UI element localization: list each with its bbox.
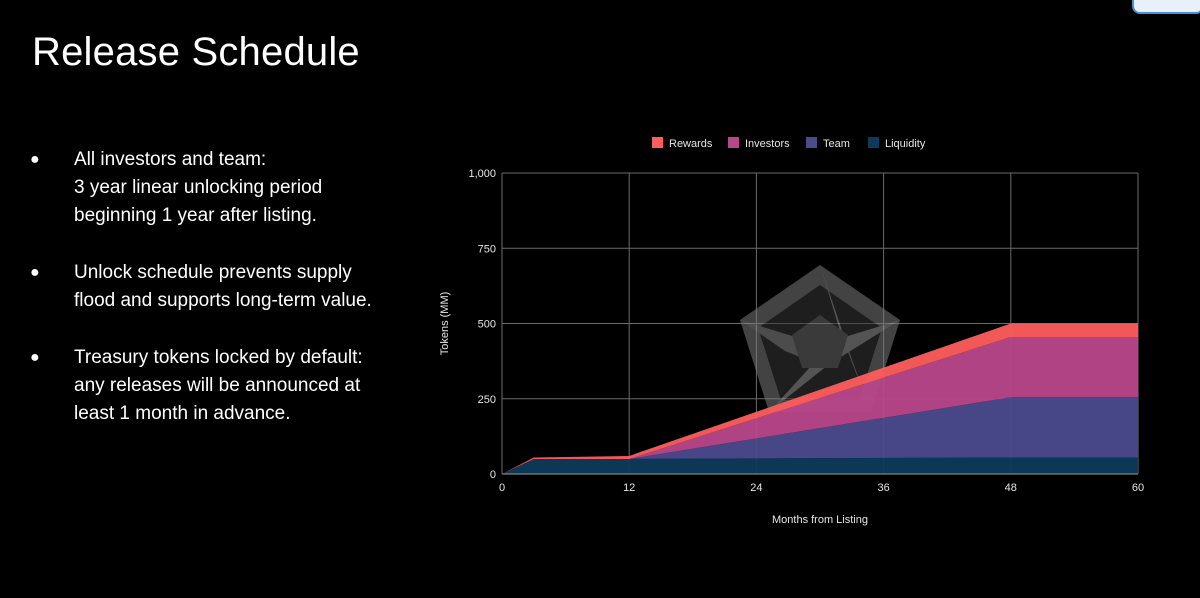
legend-swatch-rewards — [652, 137, 663, 148]
chart-legend: Rewards Investors Team Liquidity — [652, 137, 926, 150]
y-tick-label: 0 — [490, 469, 496, 481]
chart-axes: 0 250 500 750 1,000 0 12 24 36 48 60 Months from Li… — [439, 168, 1144, 526]
bullet-line: All investors and team: — [74, 149, 267, 170]
bullet-line: least 1 month in advance. — [74, 403, 291, 424]
bullet-dot-icon: ● — [30, 264, 40, 281]
legend-swatch-investors — [728, 137, 739, 148]
x-tick-label: 12 — [623, 482, 635, 494]
legend-label-investors: Investors — [745, 138, 790, 150]
release-schedule-chart: Rewards Investors Team Liquidity 0 250 500 750… — [439, 137, 1144, 526]
x-tick-label: 0 — [499, 482, 505, 494]
area-team — [502, 397, 1138, 474]
y-tick-label: 1,000 — [468, 168, 496, 180]
y-tick-label: 750 — [478, 243, 496, 255]
y-tick-label: 500 — [478, 319, 496, 331]
bullet-line: Unlock schedule prevents supply — [74, 262, 352, 283]
chart-areas — [502, 323, 1138, 474]
bullet-item: ● All investors and team: 3 year linear … — [30, 146, 430, 230]
bullet-line: any releases will be announced at — [74, 375, 361, 396]
bullet-item: ● Treasury tokens locked by default: any… — [30, 344, 430, 428]
bullet-line: Treasury tokens locked by default: — [74, 347, 363, 368]
legend-label-team: Team — [823, 138, 850, 150]
y-tick-label: 250 — [478, 394, 496, 406]
bullet-line: 3 year linear unlocking period — [74, 177, 323, 198]
pentagon-logo-icon — [740, 265, 900, 412]
bullet-list: ● All investors and team: 3 year linear … — [30, 146, 430, 457]
bullet-item: ● Unlock schedule prevents supply flood … — [30, 259, 430, 315]
legend-label-liquidity: Liquidity — [885, 138, 926, 150]
corner-badge — [1132, 0, 1200, 14]
area-rewards — [502, 323, 1138, 474]
legend-swatch-team — [806, 137, 817, 148]
x-tick-label: 48 — [1005, 482, 1017, 494]
bullet-dot-icon: ● — [30, 151, 40, 168]
area-investors — [502, 337, 1138, 474]
x-tick-label: 24 — [750, 482, 762, 494]
legend-label-rewards: Rewards — [669, 138, 713, 150]
y-axis-label: Tokens (MM) — [439, 292, 451, 356]
x-tick-label: 36 — [877, 482, 889, 494]
x-tick-label: 60 — [1132, 482, 1144, 494]
x-axis-label: Months from Listing — [772, 514, 868, 526]
legend-swatch-liquidity — [868, 137, 879, 148]
bullet-line: flood and supports long-term value. — [74, 290, 372, 311]
bullet-line: beginning 1 year after listing. — [74, 205, 317, 226]
bullet-dot-icon: ● — [30, 349, 40, 366]
slide-title: Release Schedule — [32, 30, 360, 74]
area-liquidity — [502, 457, 1138, 474]
